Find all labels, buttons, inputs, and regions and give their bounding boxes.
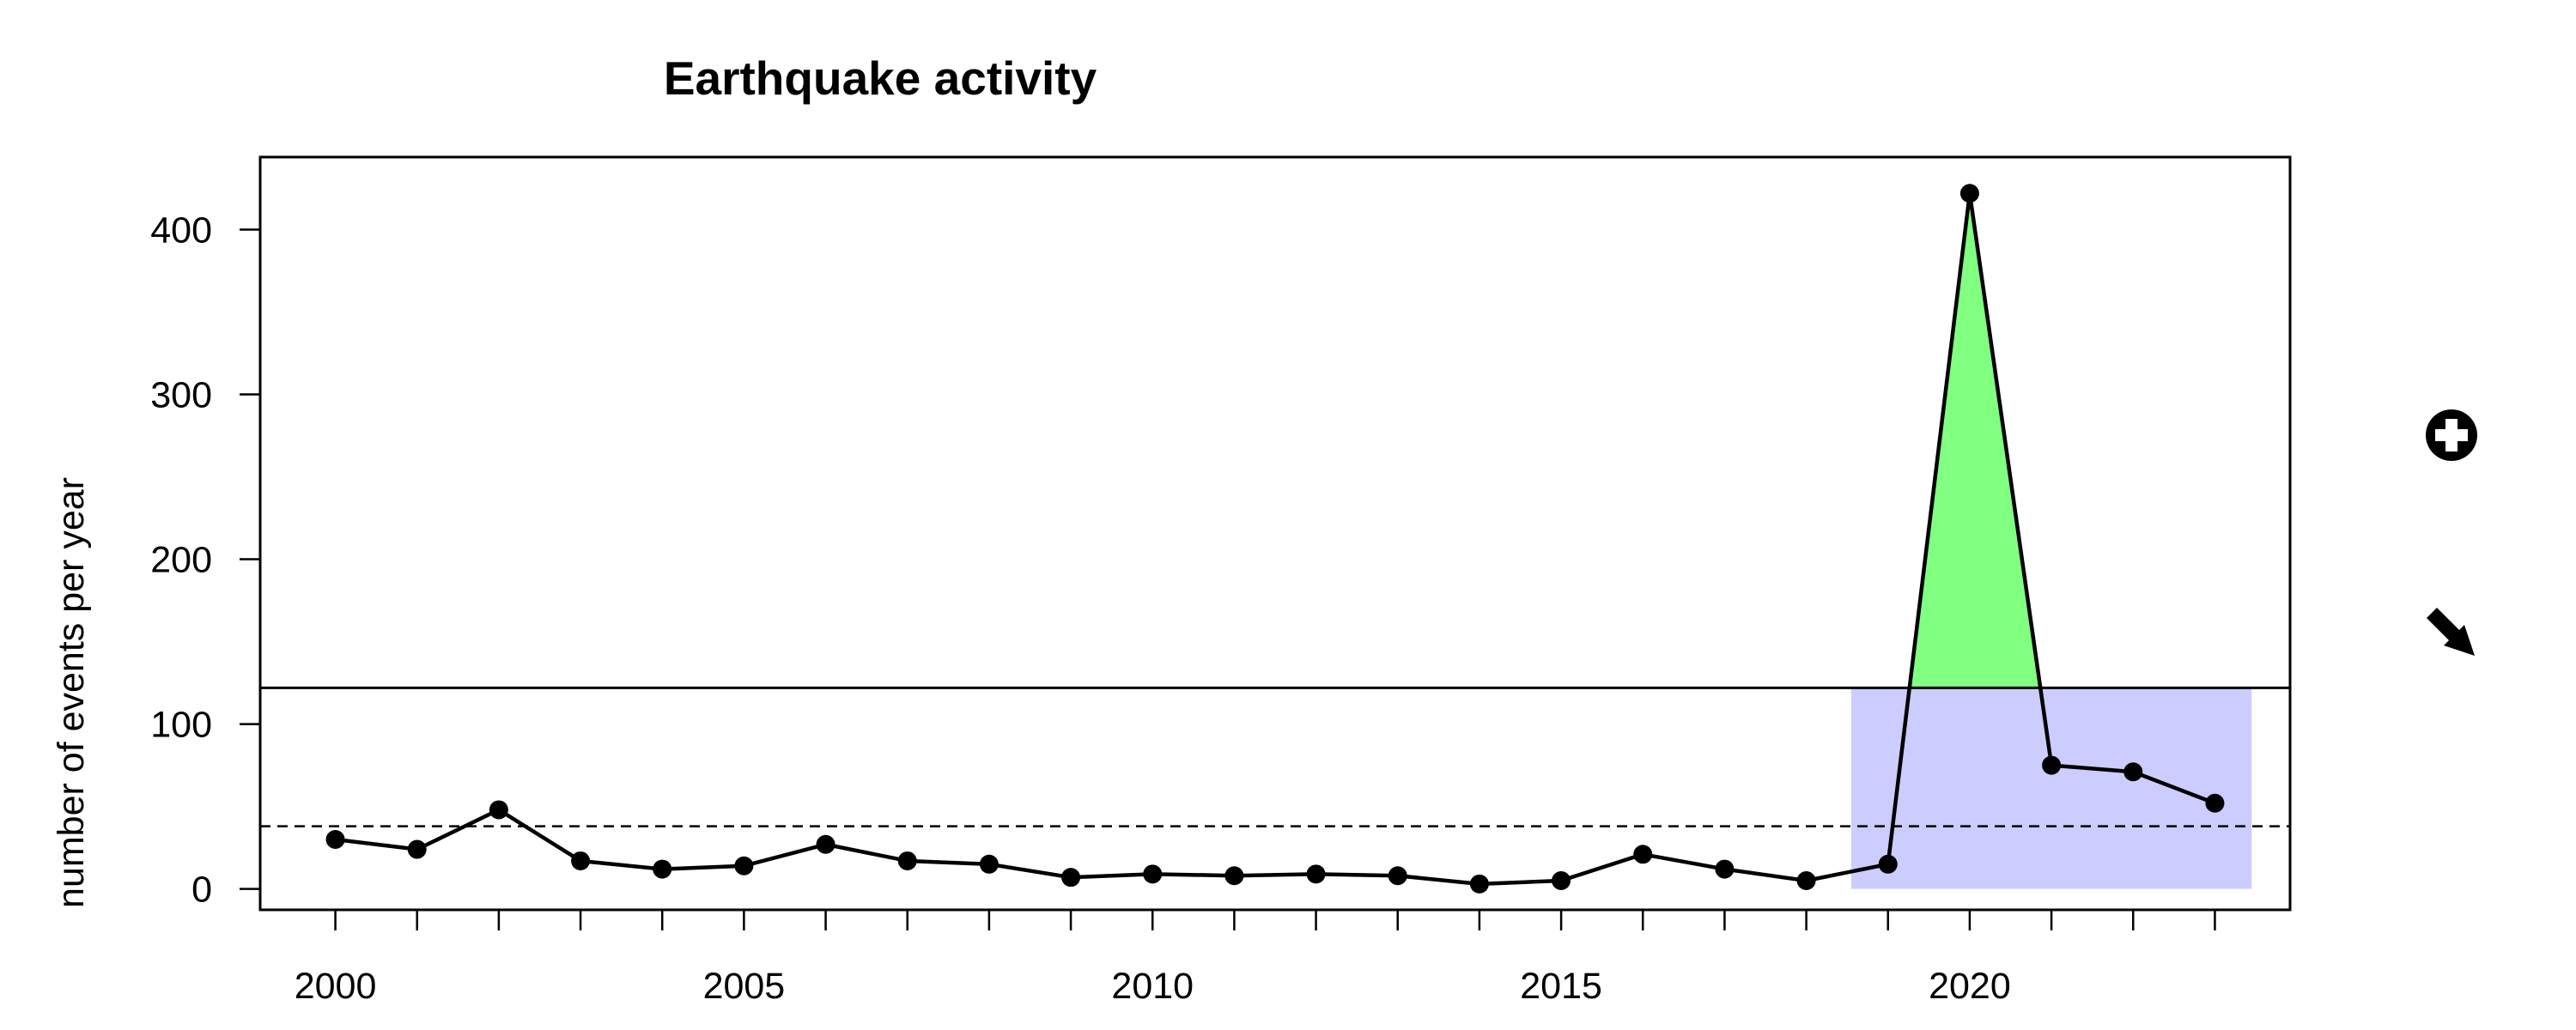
data-point-2019 <box>1878 854 1898 874</box>
data-point-2020 <box>1959 184 1979 203</box>
data-point-2023 <box>2205 793 2225 813</box>
x-tick-label-2015: 2015 <box>1520 966 1602 1007</box>
chart-title: Earthquake activity <box>664 52 1097 105</box>
zoom-plus-icon[interactable] <box>2421 405 2482 465</box>
data-point-2008 <box>979 854 999 874</box>
x-tick-label-2010: 2010 <box>1111 966 1194 1007</box>
data-point-2018 <box>1796 871 1816 891</box>
pan-arrow-icon[interactable] <box>2421 603 2482 663</box>
data-point-2005 <box>734 856 754 876</box>
y-tick-label-0: 0 <box>191 869 212 911</box>
x-tick-label-2020: 2020 <box>1929 966 2011 1007</box>
plot-area: 2000 2005 2010 2015 2020 0 100 200 300 400 <box>150 155 2292 1007</box>
y-tick-label-200: 200 <box>150 540 212 581</box>
data-point-2021 <box>2042 755 2062 775</box>
data-point-2010 <box>1143 864 1163 884</box>
data-point-2004 <box>653 859 672 879</box>
data-point-2002 <box>489 800 508 820</box>
data-point-2000 <box>325 830 345 850</box>
data-point-2011 <box>1224 866 1244 886</box>
y-tick-label-100: 100 <box>150 705 212 746</box>
y-axis-label: number of events per year <box>51 477 92 908</box>
plot-frame <box>258 155 2292 912</box>
data-point-2007 <box>897 851 917 870</box>
series-line <box>335 191 2216 887</box>
x-tick-label-2000: 2000 <box>295 966 377 1007</box>
exceedance-fill <box>1909 193 2041 688</box>
data-point-2017 <box>1715 859 1735 879</box>
y-tick-label-300: 300 <box>150 375 212 416</box>
data-point-2001 <box>407 839 427 859</box>
data-point-2006 <box>816 834 835 854</box>
data-point-2013 <box>1388 866 1407 886</box>
data-point-2003 <box>571 851 591 870</box>
highlight-region <box>1850 688 2252 889</box>
data-point-2022 <box>2123 762 2143 782</box>
data-point-2014 <box>1469 874 1489 894</box>
zoom-plus-glyph <box>2426 409 2477 461</box>
data-point-2016 <box>1633 845 1653 864</box>
x-tick-label-2005: 2005 <box>703 966 786 1007</box>
data-point-2015 <box>1552 871 1571 891</box>
data-point-2009 <box>1061 868 1081 888</box>
data-point-2012 <box>1306 864 1326 884</box>
y-tick-label-400: 400 <box>150 209 212 251</box>
pan-arrow-glyph <box>2427 608 2475 656</box>
